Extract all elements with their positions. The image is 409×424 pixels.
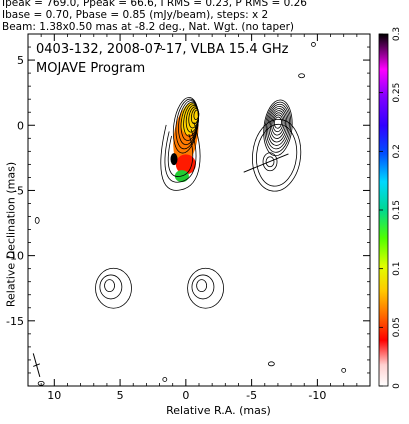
chart-title: 0403-132, 2008-07-17, VLBA 15.4 GHz xyxy=(36,42,289,57)
x-tick-label: 0 xyxy=(182,389,189,402)
pol-outer-contour xyxy=(256,123,298,187)
y-tick-label: -15 xyxy=(6,315,24,328)
header-line-2: Ibase = 0.70, Pbase = 0.85 (mJy/beam), s… xyxy=(2,9,269,21)
pol-inner-contour xyxy=(265,156,275,168)
jet-contour xyxy=(160,121,201,191)
blob-contour xyxy=(104,279,115,293)
header-line-3: Beam: 1.38x0.50 mas at -8.2 deg., Nat. W… xyxy=(2,21,295,33)
jet-contour xyxy=(167,134,194,177)
colorbar-tick-label: 0.2 xyxy=(392,144,402,158)
noise-contour xyxy=(162,377,168,382)
y-tick-label: -5 xyxy=(13,184,24,197)
colorbar-tick-label: 0.25 xyxy=(392,83,402,103)
colorbar-tick-label: 0.15 xyxy=(392,200,402,220)
noise-contour xyxy=(37,380,45,386)
y-tick-label: -10 xyxy=(6,250,24,263)
y-tick-label: 5 xyxy=(17,54,24,67)
axis-ticks xyxy=(27,33,371,387)
colorbar-tick-label: 0.3 xyxy=(392,27,402,41)
header-line-1: Ipeak = 769.0, Ppeak = 66.6, I RMS = 0.2… xyxy=(2,0,307,9)
pol-contour xyxy=(267,105,289,146)
noise-contour xyxy=(267,361,275,367)
noise-contour xyxy=(311,42,316,47)
jet-black-fill xyxy=(170,153,178,166)
pol-contour xyxy=(265,103,290,150)
core-yellow-fill xyxy=(180,102,199,135)
y-axis-label: Relative Declination (mas) xyxy=(4,161,18,308)
blob-contour xyxy=(191,274,215,300)
blob-contour xyxy=(196,279,208,293)
blob-contour xyxy=(95,267,132,309)
x-tick-label: 10 xyxy=(47,389,61,402)
jet-red-fill xyxy=(175,154,196,175)
colorbar-ticks: 0 0.05 0.1 0.15 0.2 0.25 0.3 xyxy=(379,27,402,389)
x-tick-label: 5 xyxy=(117,389,124,402)
colorbar-tick-label: 0.05 xyxy=(392,317,402,337)
colorbar-tick-label: 0 xyxy=(392,383,402,389)
pol-contour xyxy=(273,116,282,129)
noise-contour xyxy=(157,44,162,50)
noise-contour xyxy=(34,217,40,224)
pol-contour xyxy=(271,112,285,136)
jet-contour xyxy=(164,129,197,183)
blob-contour xyxy=(99,274,123,300)
chart-subtitle: MOJAVE Program xyxy=(36,61,146,76)
x-tick-label: -5 xyxy=(246,389,257,402)
pol-vector xyxy=(243,153,289,173)
y-axis-label-wrap: Relative Declination (mas) xyxy=(1,162,18,307)
pol-inner-contour xyxy=(262,152,278,172)
colorbar-tick-label: 0.1 xyxy=(392,262,402,276)
y-tick-label: 0 xyxy=(17,119,24,132)
plot-frame xyxy=(27,33,371,387)
core-contour xyxy=(193,109,200,120)
x-tick-label: -10 xyxy=(308,389,326,402)
blob-contour xyxy=(187,267,224,309)
pol-outer-contour xyxy=(252,118,302,192)
noise-contour xyxy=(298,73,306,79)
pol-contour xyxy=(272,114,284,133)
pol-contour xyxy=(268,108,288,143)
noise-contour xyxy=(341,367,347,373)
x-axis-label: Relative R.A. (mas) xyxy=(166,404,271,417)
pol-contour xyxy=(264,101,292,153)
beam-minor-axis xyxy=(33,363,41,367)
contour-group xyxy=(32,42,347,386)
pol-contour xyxy=(269,110,286,139)
